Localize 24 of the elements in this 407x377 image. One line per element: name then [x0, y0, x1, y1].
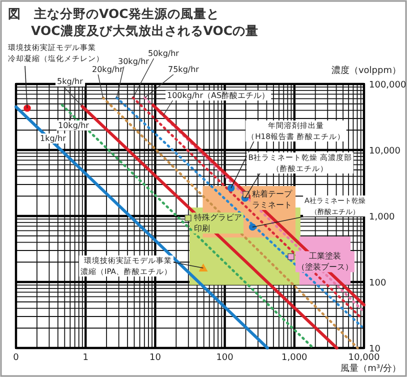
legend-label: 粘着テープラミネート [252, 189, 293, 210]
x-tick-label: 1 [82, 353, 88, 363]
x-tick-label: 100 [216, 353, 234, 363]
chart-title: 図 主な分野のVOC発生源の風量と VOC濃度及び大気放出されるVOCの量 [8, 6, 259, 38]
x-axis-title: 風量（m³/分） [340, 363, 401, 374]
y-tick-label: 10,000 [369, 146, 401, 156]
y-tick-label: 1,000 [369, 212, 396, 222]
y-tick-label: 10 [369, 344, 381, 354]
text: 75kg/hr [168, 65, 200, 74]
series-label: 1kg/hr [40, 134, 67, 143]
series-label: 100kg/hr（AS酢酸エチル） [167, 91, 270, 100]
x-tick-label: 0 [13, 353, 20, 363]
x-tick-label: 1,000 [282, 353, 308, 363]
text: 50kg/hr [148, 49, 180, 58]
y-tick-label: 100 [369, 278, 386, 288]
y-axis-title: 濃度（volppm） [331, 65, 401, 76]
x-tick-label: 10 [149, 353, 162, 363]
legend-label: 特殊グラビア印刷 [194, 213, 242, 234]
text: 30kg/hr [118, 57, 150, 66]
y-tick-label: 100,000 [369, 80, 406, 90]
legend-label: 工業塗装（塗装ブース） [296, 252, 353, 272]
text: 5kg/hr [57, 77, 84, 86]
series-label: 10kg/hr [58, 121, 90, 130]
text: 20kg/hr [92, 65, 124, 74]
